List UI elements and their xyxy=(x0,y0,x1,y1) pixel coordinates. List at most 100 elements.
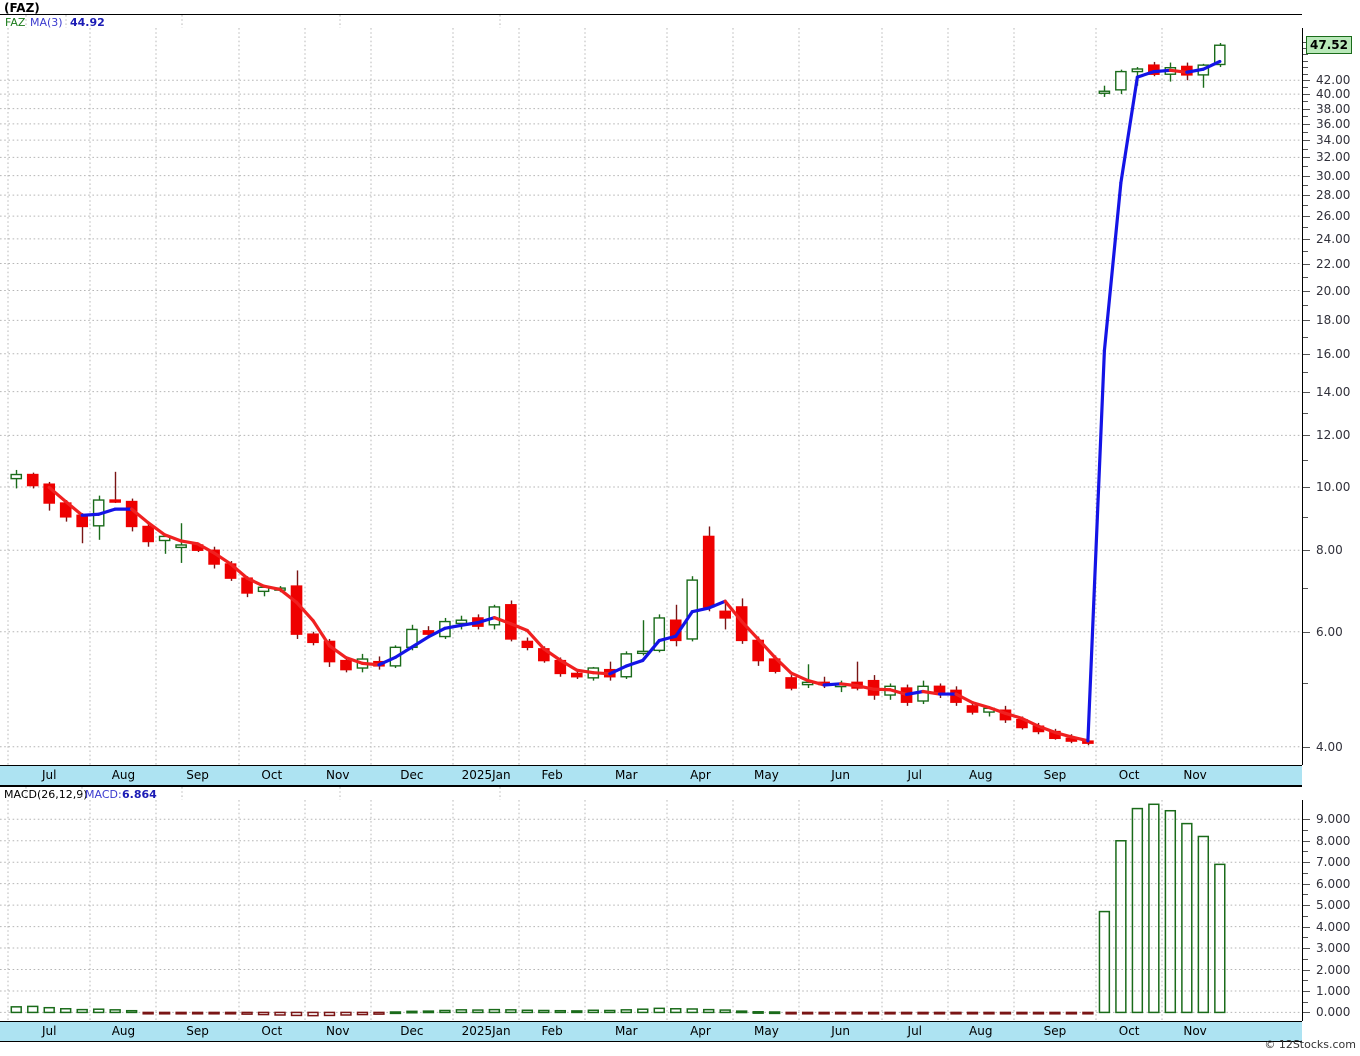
x-axis-month-label: Feb xyxy=(541,1024,563,1038)
x-axis-month-label: Aug xyxy=(111,768,136,782)
macd-chart-panel[interactable] xyxy=(0,800,1303,1021)
price-axis-label: 18.00 xyxy=(1316,313,1351,328)
x-axis-month-label: 2025Jan xyxy=(461,1024,511,1038)
x-axis-month-label: Nov xyxy=(326,768,350,782)
price-axis-minor-tick xyxy=(1303,87,1308,89)
x-axis-month-label: Jun xyxy=(831,1024,850,1038)
macd-y-axis: 0.000 1.000 2.000 3.000 4.000 5.000 6.000 7.000… xyxy=(1302,800,1360,1021)
macd-axis-tick xyxy=(1303,819,1310,821)
x-axis-month-label: May xyxy=(754,1024,779,1038)
price-axis-label: 28.00 xyxy=(1316,188,1351,203)
price-axis-tick xyxy=(1303,238,1310,240)
price-y-axis: 4.00 6.00 8.00 10.00 12.00 14.00 16.00 18.00 20.… xyxy=(1302,28,1360,765)
price-axis-label: 26.00 xyxy=(1316,209,1351,224)
price-axis-tick xyxy=(1303,486,1310,488)
price-axis-tick xyxy=(1303,435,1310,437)
x-axis-month-label: Mar xyxy=(614,768,638,782)
price-axis-tick xyxy=(1303,263,1310,265)
price-axis-label: 36.00 xyxy=(1316,116,1351,131)
price-axis-label: 16.00 xyxy=(1316,346,1351,361)
x-axis-month-label: Sep xyxy=(1043,768,1067,782)
x-axis-month-label: Jul xyxy=(907,768,923,782)
x-axis-month-label: Jul xyxy=(41,1024,57,1038)
macd-axis-tick xyxy=(1303,840,1310,842)
x-axis-month-label: Sep xyxy=(186,1024,209,1038)
macd-axis-tick xyxy=(1303,990,1310,992)
macd-axis-minor-tick xyxy=(1303,915,1308,917)
price-axis-tick xyxy=(1303,290,1310,292)
x-axis-month-label: Dec xyxy=(400,768,424,782)
x-axis-month-label: Sep xyxy=(186,768,209,782)
x-axis-month-label: Sep xyxy=(1043,1024,1067,1038)
price-axis-label: 42.00 xyxy=(1316,73,1351,88)
price-axis-tick xyxy=(1303,353,1310,355)
macd-legend-label: MACD(26,12,9) xyxy=(4,788,88,801)
price-axis-tick xyxy=(1303,157,1310,159)
price-axis-minor-tick xyxy=(1303,305,1308,307)
x-axis-month-label: Jul xyxy=(41,768,57,782)
macd-axis-tick xyxy=(1303,862,1310,864)
price-chart-svg xyxy=(0,28,1302,765)
price-axis-label: 38.00 xyxy=(1316,101,1351,116)
price-axis-tick xyxy=(1303,175,1310,177)
x-axis-month-label: Oct xyxy=(261,1024,283,1038)
price-axis-tick xyxy=(1303,195,1310,197)
x-axis-month-label: Nov xyxy=(1183,1024,1207,1038)
price-axis-minor-tick xyxy=(1303,60,1308,62)
price-axis-minor-tick xyxy=(1303,459,1308,461)
price-axis-tick xyxy=(1303,140,1310,142)
price-axis-label: 10.00 xyxy=(1316,479,1351,494)
macd-axis-label: 0.000 xyxy=(1316,1005,1351,1020)
price-axis-minor-tick xyxy=(1303,131,1308,133)
price-chart-panel[interactable] xyxy=(0,28,1303,765)
price-axis-minor-tick xyxy=(1303,516,1308,518)
macd-x-axis-band: Jul Aug Sep Oct Nov Dec 2025Jan Feb Mar Apr May Jun… xyxy=(0,1021,1302,1042)
x-axis-month-label: May xyxy=(754,768,779,782)
macd-axis-minor-tick xyxy=(1303,894,1308,896)
macd-axis-tick xyxy=(1303,905,1310,907)
copyright-label: © 12Stocks.com xyxy=(1264,1038,1356,1051)
price-axis-label: 40.00 xyxy=(1316,87,1351,102)
price-axis-tick xyxy=(1303,108,1310,110)
price-axis-minor-tick xyxy=(1303,336,1308,338)
price-axis-tick xyxy=(1303,80,1310,82)
macd-legend-series: MACD: xyxy=(85,788,122,801)
macd-legend-value: 6.864 xyxy=(122,788,157,801)
price-axis-tick xyxy=(1303,94,1310,96)
macd-axis-label: 8.000 xyxy=(1316,833,1351,848)
macd-axis-label: 2.000 xyxy=(1316,962,1351,977)
price-axis-minor-tick xyxy=(1303,205,1308,207)
x-axis-month-label: Aug xyxy=(111,1024,136,1038)
price-x-axis-band: Jul Aug Sep Oct Nov Dec 2025Jan Feb Mar Apr May Jun… xyxy=(0,765,1302,786)
macd-axis-minor-tick xyxy=(1303,872,1308,874)
x-axis-month-label: Dec xyxy=(400,1024,424,1038)
price-axis-tick xyxy=(1303,320,1310,322)
price-axis-minor-tick xyxy=(1303,73,1308,75)
macd-axis-minor-tick xyxy=(1303,937,1308,939)
macd-axis-tick xyxy=(1303,1012,1310,1014)
price-axis-tick xyxy=(1303,391,1310,393)
price-axis-minor-tick xyxy=(1303,42,1308,44)
legend-ma-label: MA(3) xyxy=(30,16,63,29)
macd-axis-minor-tick xyxy=(1303,980,1308,982)
x-axis-month-label: Nov xyxy=(326,1024,350,1038)
price-axis-minor-tick xyxy=(1303,101,1308,103)
last-price-tag: 47.52 xyxy=(1306,36,1352,55)
price-axis-label: 34.00 xyxy=(1316,133,1351,148)
x-axis-month-label: Oct xyxy=(261,768,283,782)
price-axis-label: 20.00 xyxy=(1316,283,1351,298)
macd-axis-label: 4.000 xyxy=(1316,919,1351,934)
price-axis-minor-tick xyxy=(1303,372,1308,374)
price-axis-minor-tick xyxy=(1303,250,1308,252)
price-axis-tick xyxy=(1303,123,1310,125)
x-axis-month-label: Apr xyxy=(690,1024,711,1038)
legend-symbol: FAZ xyxy=(5,16,26,29)
x-axis-month-label: Oct xyxy=(1118,768,1140,782)
price-axis-label: 12.00 xyxy=(1316,428,1351,443)
macd-axis-label: 3.000 xyxy=(1316,941,1351,956)
price-axis-label: 4.00 xyxy=(1316,739,1343,754)
price-axis-tick xyxy=(1303,550,1310,552)
macd-axis-tick xyxy=(1303,969,1310,971)
x-axis-month-label: Mar xyxy=(614,1024,638,1038)
